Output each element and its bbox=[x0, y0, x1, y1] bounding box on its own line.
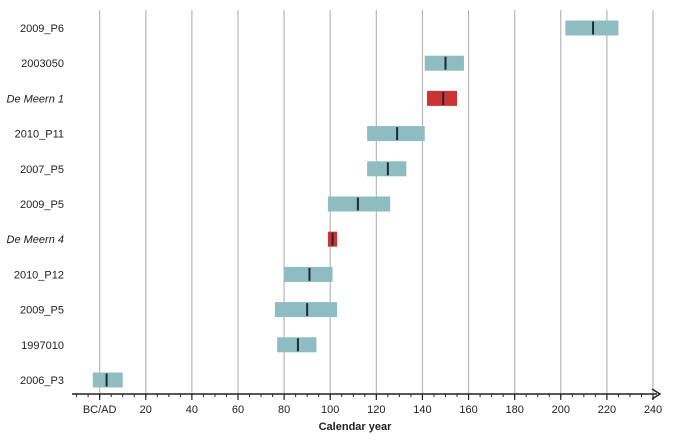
x-tick-label: 80 bbox=[278, 404, 290, 416]
category-label: 1997010 bbox=[21, 340, 64, 352]
category-label: 2009_P6 bbox=[20, 23, 64, 35]
category-label: De Meern 4 bbox=[7, 234, 64, 246]
x-tick-label: 140 bbox=[413, 404, 431, 416]
category-label: 2009_P5 bbox=[20, 305, 64, 317]
x-tick-label: 160 bbox=[459, 404, 477, 416]
category-labels: 2009_P6 2003050 De Meern 1 2010_P11 2007_P5 2… bbox=[7, 23, 64, 387]
range-bars bbox=[92, 20, 619, 388]
x-tick-label: 240 bbox=[644, 404, 662, 416]
range-bar bbox=[327, 196, 391, 212]
category-label: 2006_P3 bbox=[20, 375, 64, 387]
category-label: 2009_P5 bbox=[20, 199, 64, 211]
x-axis: BC/AD 20 40 60 80 100 120 140 160 180 200 220 240 bbox=[72, 388, 662, 416]
x-tick-label: 40 bbox=[186, 404, 198, 416]
range-bar bbox=[427, 90, 458, 106]
x-axis-arrowhead bbox=[651, 388, 662, 400]
x-tick-label: BC/AD bbox=[83, 404, 117, 416]
x-axis-title: Calendar year bbox=[319, 421, 392, 433]
category-label: 2003050 bbox=[21, 58, 64, 70]
x-tick-label: 200 bbox=[552, 404, 570, 416]
category-label: 2010_P12 bbox=[14, 269, 64, 281]
range-bar bbox=[367, 126, 425, 142]
range-bar bbox=[92, 372, 123, 388]
x-tick-label: 220 bbox=[598, 404, 616, 416]
range-bar bbox=[277, 337, 317, 353]
x-tick-label: 180 bbox=[505, 404, 523, 416]
range-bar bbox=[274, 302, 338, 318]
x-tick-label: 100 bbox=[321, 404, 339, 416]
category-label: 2010_P11 bbox=[15, 129, 64, 141]
category-label: De Meern 1 bbox=[7, 93, 64, 105]
grid-lines bbox=[99, 10, 654, 394]
range-bar bbox=[424, 55, 464, 71]
x-tick-label: 120 bbox=[367, 404, 385, 416]
range-bar bbox=[565, 20, 619, 36]
range-bar bbox=[367, 161, 407, 177]
x-tick-label: 60 bbox=[232, 404, 244, 416]
range-bar bbox=[284, 266, 333, 282]
x-tick-label: 20 bbox=[140, 404, 152, 416]
category-label: 2007_P5 bbox=[20, 164, 64, 176]
